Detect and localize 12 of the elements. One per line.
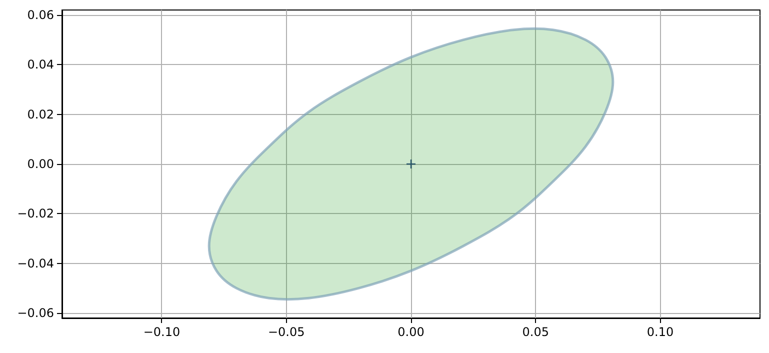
y-tick-label: 0.04 <box>27 58 54 72</box>
x-tick-label: −0.05 <box>268 325 305 339</box>
y-tick-label: 0.06 <box>27 8 54 22</box>
x-tick-label: −0.10 <box>143 325 180 339</box>
y-tick-label: 0.00 <box>27 157 54 171</box>
y-tick-label: −0.06 <box>17 306 54 320</box>
x-tick-label: 0.00 <box>398 325 424 339</box>
x-tick-label: 0.10 <box>646 325 674 339</box>
y-tick-label: −0.04 <box>17 256 54 270</box>
y-tick-label: −0.02 <box>17 206 54 221</box>
x-tick-label: 0.05 <box>522 325 549 339</box>
y-tick-label: 0.02 <box>27 107 54 122</box>
